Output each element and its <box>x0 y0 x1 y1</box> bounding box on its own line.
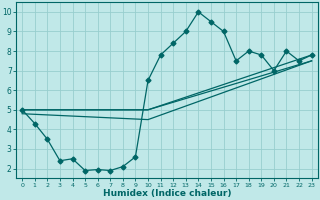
X-axis label: Humidex (Indice chaleur): Humidex (Indice chaleur) <box>103 189 231 198</box>
